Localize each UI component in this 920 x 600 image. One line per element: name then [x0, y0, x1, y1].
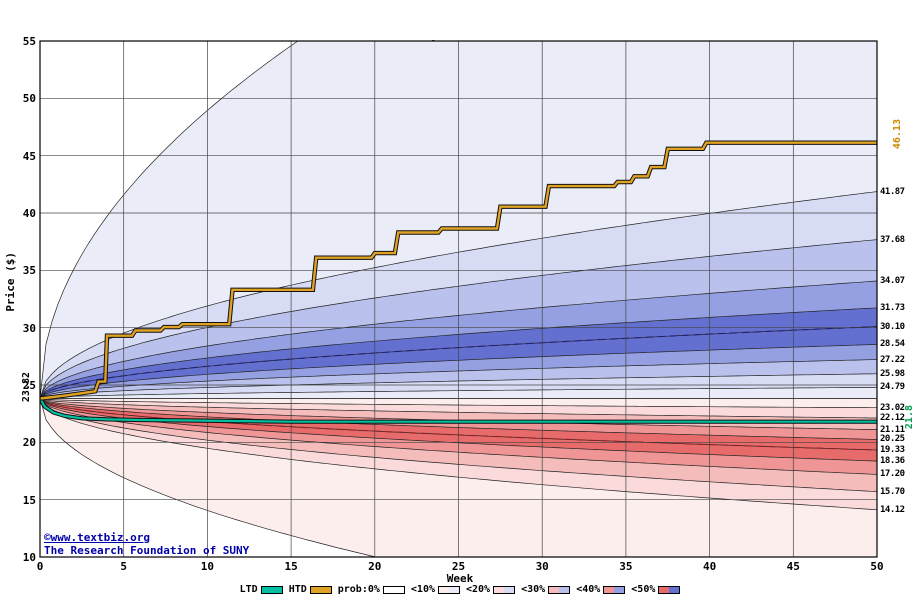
probability-band [40, 398, 877, 475]
right-price-label: 18.36 [880, 456, 905, 467]
x-tick-label: 5 [120, 560, 127, 573]
percentile-curve [40, 41, 299, 399]
y-tick-label: 45 [22, 149, 36, 163]
probability-band [40, 398, 877, 510]
right-price-label: 14.12 [880, 504, 905, 515]
right-price-label: 15.70 [880, 486, 905, 497]
right-price-label: 34.07 [880, 275, 905, 286]
x-tick-label: 40 [702, 560, 717, 573]
legend-item: LTD [240, 584, 283, 595]
probability-band [40, 398, 877, 450]
y-axis-title: Price ($) [4, 252, 17, 312]
legend-swatch [382, 585, 405, 594]
legend-swatch [493, 585, 516, 594]
legend-label: prob:0% [337, 584, 380, 595]
probability-band [40, 398, 877, 492]
legend-swatch [260, 585, 283, 594]
legend-swatch [548, 585, 571, 594]
watermark-org: The Research Foundation of SUNY [44, 544, 250, 557]
x-tick-label: 35 [619, 560, 633, 573]
legend-item: <20% [466, 584, 516, 595]
probability-band [40, 281, 877, 399]
y-tick-label: 10 [22, 551, 36, 564]
legend-label: <50% [631, 584, 656, 595]
y-tick-label: 50 [22, 92, 36, 106]
legend-label: HTD [288, 584, 307, 595]
right-price-label: 23.02 [880, 402, 905, 413]
y-tick-label: 25 [22, 379, 36, 392]
probability-band [40, 344, 877, 399]
x-tick-label: 25 [451, 560, 466, 573]
right-price-label: 25.98 [880, 368, 905, 379]
legend-item: <10% [411, 584, 460, 595]
y-tick-label: 35 [22, 264, 36, 278]
y-tick-label: 55 [22, 35, 36, 48]
probability-band [40, 191, 877, 399]
legend-label: <40% [576, 584, 601, 595]
htd-line [40, 141, 877, 400]
legend-label: LTD [239, 584, 258, 595]
right-price-label: 27.22 [880, 354, 905, 365]
right-price-label: 31.73 [880, 302, 905, 313]
right-price-label: 28.54 [880, 339, 905, 350]
x-tick-label: 10 [200, 560, 215, 573]
right-price-label: 17.20 [880, 469, 905, 480]
ltd-line [40, 397, 877, 423]
x-axis-title: Week [446, 572, 474, 585]
right-price-label: 24.79 [880, 382, 905, 393]
legend-item: prob:0% [338, 584, 405, 595]
legend-label: <30% [521, 584, 546, 595]
legend-label: <10% [410, 584, 435, 595]
y-tick-label: 40 [22, 207, 36, 220]
x-tick-label: 30 [535, 560, 549, 573]
ltd-final-price-label: 21.8 [904, 405, 915, 430]
probability-band [40, 326, 877, 399]
x-tick-label: 0 [36, 560, 44, 573]
legend: LTD HTD prob:0% <10% <20% <30% <40% <50% [0, 584, 920, 595]
probability-band [40, 398, 877, 440]
legend-label: <20% [466, 584, 491, 595]
right-price-label: 30.10 [880, 321, 905, 332]
legend-item: <30% [521, 584, 571, 595]
watermark-link[interactable]: ©www.textbiz.org [44, 531, 150, 544]
legend-item: <40% [576, 584, 626, 595]
probability-band [40, 239, 877, 399]
legend-swatch [309, 585, 332, 594]
plot-frame [39, 40, 878, 558]
right-price-label: 21.11 [880, 424, 905, 435]
gridlines [39, 40, 878, 558]
right-price-label: 19.33 [880, 445, 905, 456]
y-tick-label: 20 [22, 436, 36, 450]
legend-swatch [603, 585, 626, 594]
y-tick-label: 15 [22, 493, 36, 507]
watermark: ©www.textbiz.org The Research Foundation… [44, 531, 249, 557]
probability-band [40, 307, 877, 399]
series-lines [40, 140, 877, 424]
legend-swatch [658, 585, 681, 594]
legend-item: <50% [631, 584, 681, 595]
x-tick-label: 45 [786, 560, 800, 573]
right-price-label: 22.12 [880, 413, 905, 424]
right-price-label: 41.87 [880, 186, 905, 197]
x-tick-label: 15 [284, 560, 298, 573]
probability-band [40, 398, 877, 462]
legend-item: HTD [289, 584, 332, 595]
legend-swatch [438, 585, 460, 594]
x-tick-label: 20 [368, 560, 382, 573]
right-price-label: 37.68 [880, 234, 905, 245]
x-tick-label: 50 [870, 560, 884, 573]
htd-final-price-label: 46.13 [892, 119, 903, 150]
percentile-curve [40, 398, 378, 557]
right-price-label: 20.25 [880, 434, 905, 445]
y-tick-label: 30 [22, 321, 36, 335]
